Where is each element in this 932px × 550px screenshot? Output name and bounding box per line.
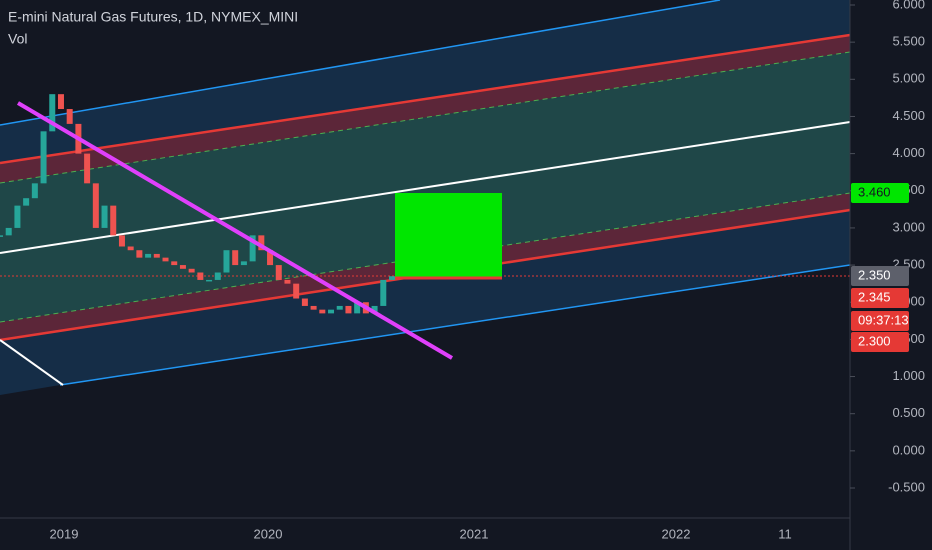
candle: [380, 279, 387, 306]
candle: [389, 276, 395, 280]
candle: [162, 257, 169, 262]
candle: [66, 109, 73, 124]
badge-bg: [851, 332, 909, 352]
price-tick-label: 0.500: [892, 405, 925, 420]
candle: [354, 302, 361, 314]
candle: [118, 235, 125, 247]
candle: [275, 265, 282, 280]
candle: [214, 272, 221, 280]
candle: [179, 265, 186, 269]
candle: [293, 283, 300, 299]
price-tick-label: 0.000: [892, 442, 925, 457]
badge-label: 2.300: [858, 333, 891, 348]
price-badge: 2.350: [851, 266, 909, 286]
target-box: [395, 193, 502, 277]
price-series: [0, 94, 395, 314]
candle: [310, 305, 317, 310]
badge-label: 3.460: [858, 184, 891, 199]
channel-top: [0, 0, 721, 126]
candle: [0, 235, 3, 237]
candle: [127, 246, 134, 251]
trend-line: [16, 101, 454, 360]
price-badge: 2.300: [851, 332, 909, 352]
price-badges: 3.460 2.350 2.345 09:37:13 2.300: [851, 183, 909, 352]
time-tick-label: 2020: [254, 526, 283, 541]
candle: [153, 253, 160, 258]
time-tick-label: 11: [778, 526, 792, 541]
price-tick-label: 3.000: [892, 219, 925, 234]
price-tick-label: -0.500: [888, 479, 925, 494]
candle: [101, 205, 108, 228]
candle: [92, 183, 99, 228]
candle: [145, 253, 152, 258]
candle: [57, 94, 64, 110]
candle: [249, 235, 256, 262]
candle: [345, 305, 352, 314]
price-badge: 09:37:13: [851, 311, 909, 331]
badge-bg: [851, 266, 909, 286]
time-tick-label: 2019: [50, 526, 79, 541]
price-tick-label: 6.000: [892, 0, 925, 11]
pivot-line: [0, 339, 64, 386]
candle: [328, 309, 335, 314]
badge-bg: [851, 183, 909, 203]
price-tick-label: 4.500: [892, 108, 925, 123]
price-tick-label: 5.000: [892, 71, 925, 86]
time-tick-label: 2021: [460, 526, 489, 541]
upper-band: [0, 35, 850, 183]
candle: [171, 261, 178, 266]
candle: [319, 309, 326, 314]
badge-bg: [851, 311, 909, 331]
candle: [49, 94, 56, 132]
price-badge: 3.460: [851, 183, 909, 203]
price-tick-label: 5.500: [892, 34, 925, 49]
badge-bg: [851, 288, 909, 308]
candle: [136, 250, 143, 258]
candle: [284, 279, 291, 284]
candle: [14, 205, 21, 228]
channel-bottom: [59, 264, 851, 386]
candle: [336, 305, 343, 310]
candle: [223, 250, 230, 273]
price-tick-label: 4.000: [892, 145, 925, 160]
candle: [206, 279, 213, 282]
median-line: [0, 121, 851, 254]
candle: [31, 183, 38, 199]
symbol-title: E-mini Natural Gas Futures, 1D, NYMEX_MI…: [8, 9, 298, 25]
candle: [188, 268, 195, 273]
candle: [240, 261, 247, 266]
price-badge: 2.345: [851, 288, 909, 308]
candle: [110, 205, 117, 236]
indicator-label: Vol: [8, 31, 27, 47]
badge-label: 2.345: [858, 289, 891, 304]
candle: [371, 305, 378, 314]
badge-label: 09:37:13: [858, 312, 909, 327]
candle: [197, 272, 204, 280]
badge-label: 2.350: [858, 267, 891, 282]
candle: [258, 235, 265, 251]
red-line: [0, 33, 851, 165]
candle: [5, 227, 12, 236]
candle: [23, 198, 30, 206]
candle: [40, 131, 47, 184]
price-tick-label: 1.000: [892, 368, 925, 383]
time-axis: 2019 2020 2021 2022 11: [50, 526, 792, 541]
candle: [301, 298, 308, 306]
time-tick-label: 2022: [662, 526, 691, 541]
candle: [84, 153, 91, 184]
candle: [267, 250, 274, 266]
candle: [232, 250, 239, 266]
